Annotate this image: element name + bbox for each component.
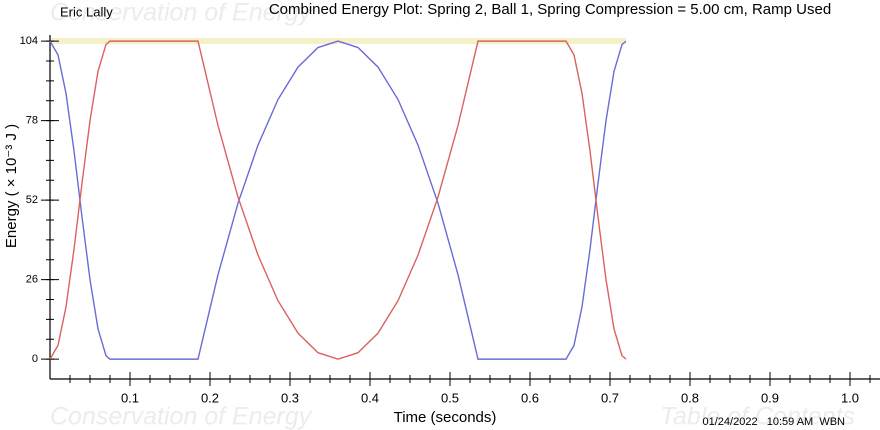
x-tick-label: 0.3 [281,390,299,405]
watermark: Conservation of Energy [50,403,313,430]
y-tick-label: 0 [32,353,38,365]
timestamp: 01/24/2022 10:59 AM WBN [703,416,846,428]
x-tick-label: 0.8 [681,390,699,405]
watermark: Conservation of Energy [50,0,313,27]
x-tick-label: 0.4 [361,390,379,405]
x-tick-label: 0.5 [441,390,459,405]
x-tick-label: 0.6 [521,390,539,405]
x-tick-label: 0.7 [601,390,619,405]
y-tick-label: 52 [26,194,38,206]
x-tick-label: 0.9 [761,390,779,405]
series-line [49,40,627,360]
y-tick-label: 78 [26,115,38,127]
y-tick-label: 104 [20,35,38,47]
watermark: Table of Contents [660,403,855,430]
author: Eric Lally [60,4,113,19]
chart-title: Combined Energy Plot: Spring 2, Ball 1, … [269,1,831,18]
x-tick-label: 0.2 [201,390,219,405]
series-line [49,40,627,360]
x-tick-label: 1.0 [841,390,859,405]
x-tick-label: 0.1 [121,390,139,405]
y-tick-label: 26 [26,274,38,286]
y-axis-label: Energy ( × 10⁻³ J ) [3,124,20,248]
x-axis-label: Time (seconds) [394,409,497,426]
